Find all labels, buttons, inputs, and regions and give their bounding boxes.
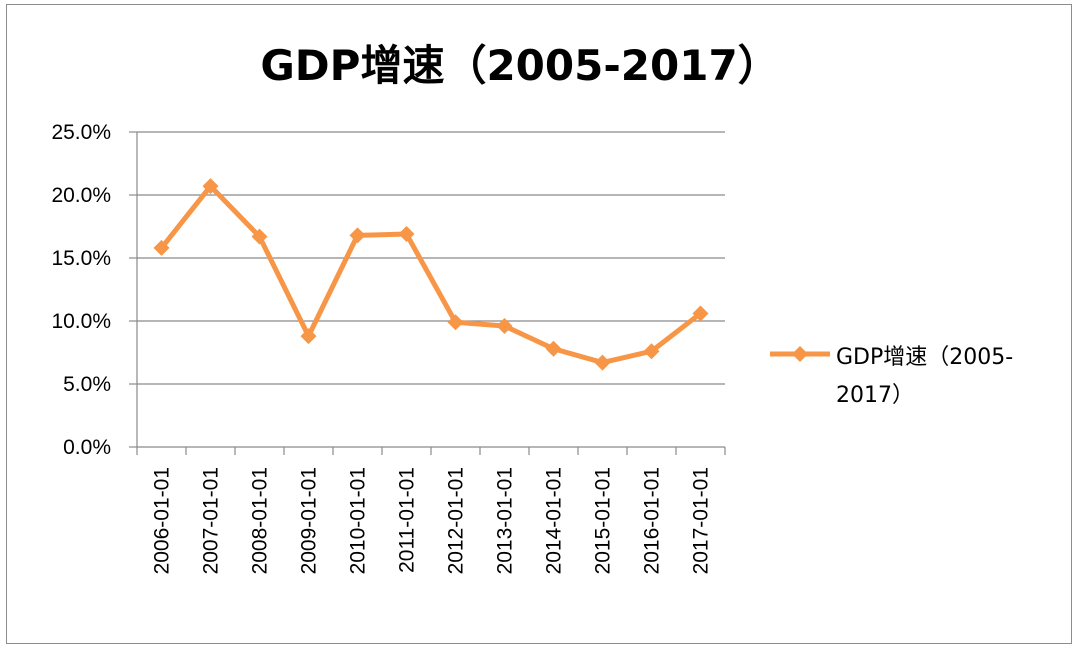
data-point-marker (398, 226, 415, 243)
x-tick-label: 2017-01-01 (690, 467, 713, 574)
gridlines (137, 131, 725, 385)
y-tick-label: 10.0% (51, 310, 111, 333)
x-tick-label: 2016-01-01 (641, 467, 664, 574)
x-tick-label: 2010-01-01 (347, 467, 370, 574)
data-point-marker (153, 239, 170, 256)
series-line (159, 183, 703, 366)
y-tick-label: 15.0% (51, 247, 111, 270)
x-tick-label: 2009-01-01 (298, 467, 321, 574)
data-point-marker (594, 354, 611, 371)
x-tick-label: 2007-01-01 (200, 467, 223, 574)
data-point-marker (545, 340, 562, 357)
data-point-marker (251, 228, 268, 245)
chart-frame (6, 4, 1072, 644)
data-point-marker (692, 305, 709, 322)
data-point-marker (643, 343, 660, 360)
data-point-marker (300, 328, 317, 345)
y-tick-label: 5.0% (63, 373, 111, 396)
data-point-marker (202, 178, 219, 195)
legend-marker-swatch (792, 346, 808, 362)
x-tick-label: 2011-01-01 (396, 467, 419, 573)
y-tick-label: 20.0% (51, 184, 111, 207)
x-tick-label: 2006-01-01 (151, 467, 174, 574)
y-axis-tick-labels: 0.0% 5.0% 10.0% 15.0% 20.0% 25.0% (51, 121, 111, 459)
x-tick-label: 2015-01-01 (592, 467, 615, 574)
data-point-marker (447, 314, 464, 331)
legend-label-line-1: GDP增速（2005- (836, 345, 1013, 370)
x-tick-label: 2012-01-01 (445, 467, 468, 574)
series-gdp-growth (153, 178, 709, 371)
data-point-marker (496, 318, 513, 335)
y-tick-label: 25.0% (51, 121, 111, 144)
data-point-marker (349, 227, 366, 244)
x-tick-label: 2013-01-01 (494, 467, 517, 574)
y-tick-label: 0.0% (63, 436, 111, 459)
legend-label-line-2: 2017） (836, 383, 914, 408)
legend: GDP增速（2005- 2017） (770, 345, 1013, 408)
x-tick-label: 2014-01-01 (543, 467, 566, 574)
x-axis-tick-labels: 2006-01-01 2007-01-01 2008-01-01 2009-01-01… (151, 467, 713, 574)
axes (129, 131, 726, 455)
x-tick-label: 2008-01-01 (249, 467, 272, 574)
chart-title: GDP增速（2005-2017） (260, 41, 779, 90)
